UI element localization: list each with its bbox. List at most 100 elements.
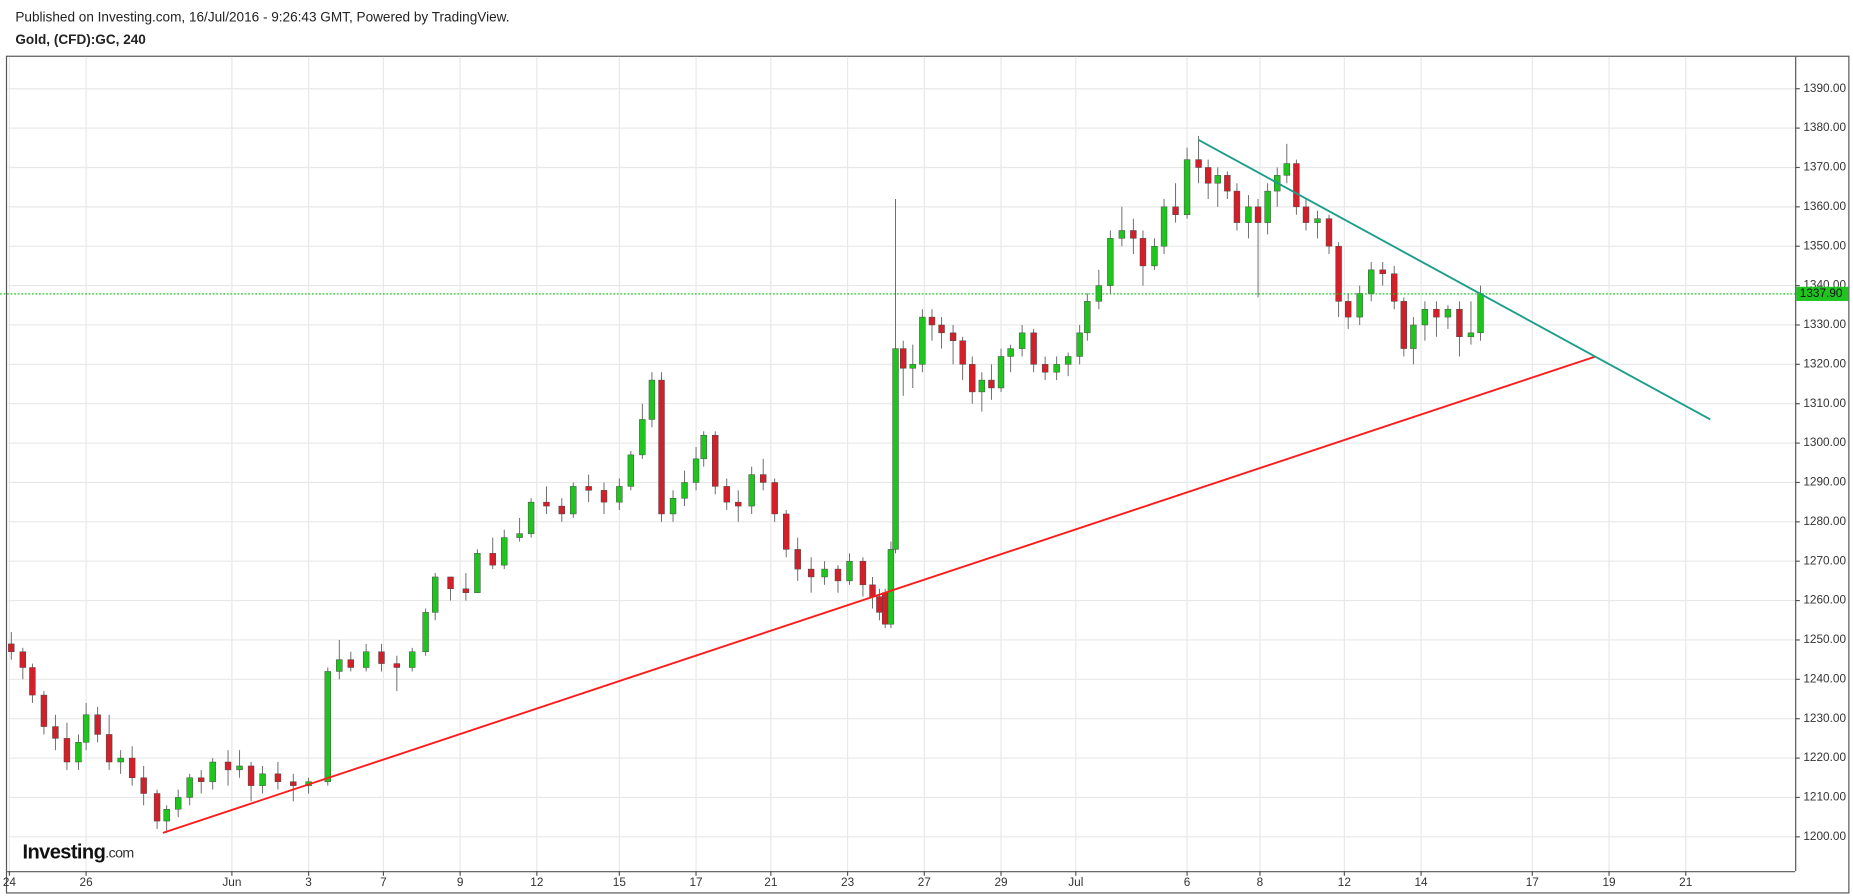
candle-body bbox=[700, 434, 707, 460]
candle-body bbox=[1118, 230, 1126, 239]
candle-body bbox=[648, 379, 656, 420]
candle-body bbox=[1467, 332, 1475, 338]
candle-body bbox=[1130, 230, 1137, 239]
candle-body bbox=[600, 490, 608, 503]
candle-body bbox=[186, 777, 193, 798]
candle-body bbox=[52, 726, 59, 739]
candle-body bbox=[1433, 308, 1440, 318]
x-tick-label: 12 bbox=[1338, 875, 1351, 889]
x-tick-label: 6 bbox=[1184, 875, 1191, 889]
candle-body bbox=[422, 612, 429, 652]
candle-body bbox=[82, 714, 90, 743]
candle-body bbox=[887, 549, 895, 625]
candle-body bbox=[117, 757, 124, 763]
x-tick-label: Jul bbox=[1068, 875, 1083, 889]
candle-body bbox=[408, 651, 416, 668]
candle-body bbox=[1084, 301, 1091, 334]
candle-body bbox=[616, 486, 623, 503]
candle-body bbox=[324, 671, 331, 782]
candle-body bbox=[501, 537, 508, 566]
candle-body bbox=[1344, 301, 1352, 318]
candle-body bbox=[527, 501, 535, 534]
candle-body bbox=[224, 761, 232, 771]
candle-body bbox=[978, 379, 986, 393]
candle-body bbox=[1183, 159, 1191, 215]
candle-body bbox=[1379, 269, 1386, 275]
candle-body bbox=[432, 576, 439, 613]
logo-name: Investing bbox=[22, 842, 105, 864]
candle-body bbox=[969, 364, 976, 393]
y-tick-label: 1320.00 bbox=[1803, 356, 1846, 370]
candle-body bbox=[919, 316, 926, 365]
candle-body bbox=[140, 777, 147, 794]
candle-body bbox=[585, 486, 592, 491]
candle-body bbox=[909, 364, 916, 369]
candle-body bbox=[748, 474, 755, 507]
y-tick-label: 1260.00 bbox=[1803, 593, 1846, 607]
y-tick-label: 1330.00 bbox=[1803, 317, 1846, 331]
candle-body bbox=[489, 553, 496, 566]
candle-body bbox=[1335, 245, 1342, 302]
candle-body bbox=[1421, 308, 1429, 326]
candle-body bbox=[1477, 293, 1484, 334]
candle-body bbox=[658, 379, 665, 515]
candle-body bbox=[1224, 175, 1231, 192]
candle-body bbox=[209, 761, 216, 782]
candle-body bbox=[771, 482, 778, 515]
candle-body bbox=[1195, 159, 1202, 168]
candle-body bbox=[1391, 273, 1398, 302]
x-tick-label: 15 bbox=[613, 875, 627, 889]
frame bbox=[5, 55, 1850, 894]
candle-body bbox=[1151, 245, 1158, 267]
candle-body bbox=[247, 765, 255, 786]
symbol-line: Gold, (CFD):GC, 240 bbox=[15, 32, 146, 47]
candle-body bbox=[1456, 308, 1463, 338]
candle-body bbox=[174, 797, 182, 810]
y-tick-label: 1220.00 bbox=[1803, 750, 1846, 764]
x-tick-label: 19 bbox=[1602, 875, 1615, 889]
candle-body bbox=[558, 505, 565, 515]
candle-body bbox=[859, 560, 867, 586]
y-tick-label: 1310.00 bbox=[1803, 396, 1846, 410]
candle-body bbox=[892, 348, 899, 550]
candle-body bbox=[1160, 206, 1168, 247]
x-tick-label: 24 bbox=[3, 875, 17, 889]
candle-body bbox=[128, 757, 136, 778]
candle-body bbox=[543, 501, 550, 507]
trendline bbox=[162, 355, 1596, 834]
candle-body bbox=[94, 714, 101, 735]
candle-body bbox=[794, 549, 801, 570]
candle-body bbox=[1172, 206, 1179, 215]
candle-body bbox=[1018, 332, 1026, 349]
candle-body bbox=[1204, 167, 1212, 184]
candle-body bbox=[846, 560, 853, 582]
candle-body bbox=[759, 474, 767, 483]
x-tick-label: 12 bbox=[530, 875, 543, 889]
trendline bbox=[1198, 139, 1711, 421]
candle-body bbox=[1254, 206, 1262, 223]
y-tick-label: 1250.00 bbox=[1803, 632, 1846, 646]
candle-body bbox=[807, 568, 815, 578]
candle-body bbox=[516, 533, 523, 538]
candle-body bbox=[447, 576, 454, 590]
candle-body bbox=[1041, 364, 1049, 373]
candle-body bbox=[1064, 356, 1072, 365]
candle-body bbox=[1400, 301, 1408, 349]
candle-body bbox=[1214, 175, 1221, 184]
candle-body bbox=[153, 793, 161, 822]
candle-body bbox=[681, 482, 688, 499]
candle-body bbox=[723, 486, 730, 503]
candle-body bbox=[29, 667, 36, 696]
candle-body bbox=[8, 643, 15, 652]
candle-body bbox=[949, 332, 957, 341]
candle-body bbox=[712, 434, 719, 487]
candle-body bbox=[336, 659, 343, 672]
candle-body bbox=[1410, 324, 1417, 349]
candle-body bbox=[462, 588, 470, 593]
candle-body bbox=[1444, 308, 1452, 318]
logo-suffix: .com bbox=[105, 845, 133, 861]
x-tick-label: Jun bbox=[222, 875, 241, 889]
last-price-box bbox=[1796, 286, 1849, 301]
